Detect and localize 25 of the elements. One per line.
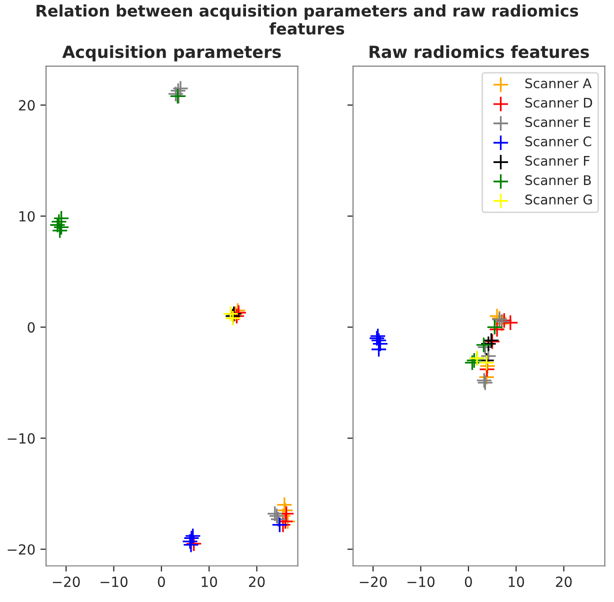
x-tick-label: 0 <box>158 576 165 588</box>
y-tick-label: −20 <box>8 544 35 555</box>
y-tick-label: 0 <box>28 322 35 333</box>
legend-label: Scanner G <box>525 194 592 205</box>
x-tick-label: −20 <box>360 576 387 588</box>
y-tick-label: 10 <box>19 211 35 222</box>
legend-label: Scanner D <box>525 98 592 108</box>
x-tick-label: 10 <box>202 576 218 588</box>
chart-title: Acquisition parameters <box>62 45 281 62</box>
x-tick-label: 20 <box>248 576 265 588</box>
x-tick-label: 20 <box>556 576 572 588</box>
y-tick-label: −10 <box>8 433 35 444</box>
legend-label: Scanner A <box>525 78 592 88</box>
x-tick-label: −20 <box>52 576 80 588</box>
x-tick-label: 10 <box>508 576 524 588</box>
legend-label: Scanner B <box>525 175 591 186</box>
x-tick-label: 0 <box>464 576 472 588</box>
legend-label: Scanner C <box>525 136 592 146</box>
chart-title: Raw radiomics features <box>370 45 589 58</box>
x-tick-label: −10 <box>408 576 434 588</box>
legend-label: Scanner E <box>525 117 590 128</box>
x-tick-label: −10 <box>100 576 128 588</box>
text: Relation between acquisition parameters and raw radiomics features <box>36 4 578 35</box>
y-tick-label: 20 <box>18 100 35 111</box>
legend-label: Scanner F <box>525 156 590 166</box>
